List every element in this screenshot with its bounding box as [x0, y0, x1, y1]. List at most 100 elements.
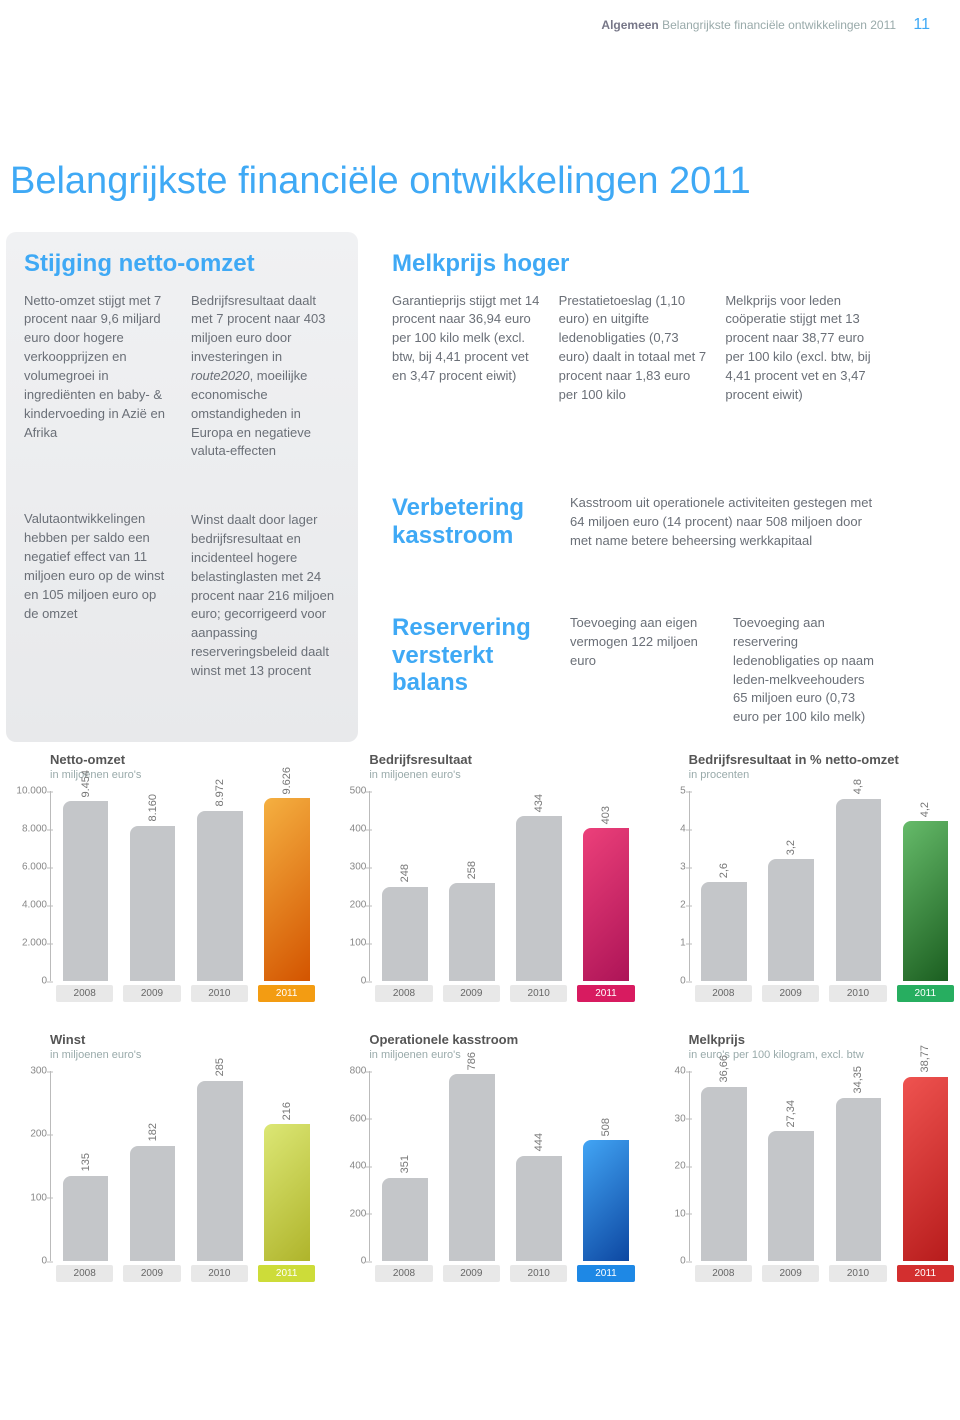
bar-value: 182 — [147, 1123, 159, 1141]
ytick: 4.000 — [7, 900, 47, 911]
bar-rect — [903, 1077, 949, 1261]
ytick: 0 — [646, 1256, 686, 1267]
chart-melk: Melkprijsin euro's per 100 kilogram, exc… — [645, 1032, 954, 1282]
ytick: 1 — [646, 938, 686, 949]
ytick: 0 — [326, 976, 366, 987]
ytick: 0 — [7, 1256, 47, 1267]
ytick: 200 — [326, 1208, 366, 1219]
bar-rect — [768, 1131, 814, 1261]
ytick: 0 — [7, 976, 47, 987]
bar-rect — [836, 799, 882, 981]
xlabel: 2011 — [897, 1265, 954, 1282]
chart-subtitle: in miljoenen euro's — [369, 769, 634, 781]
ytick: 40 — [646, 1066, 686, 1077]
kasstroom-body: Kasstroom uit operationele activiteiten … — [570, 494, 878, 563]
ytick: 10.000 — [7, 786, 47, 797]
page-number: 11 — [913, 16, 930, 33]
bar: 258 — [443, 861, 500, 981]
panel-reservering-heading: Reservering versterkt balans — [392, 614, 552, 713]
bar: 135 — [57, 1153, 114, 1261]
ytick: 6.000 — [7, 862, 47, 873]
stijging-c2b: Winst daalt door lager bedrijfsresultaat… — [191, 511, 340, 681]
ytick: 200 — [7, 1129, 47, 1140]
panel-kasstroom-heading: Verbetering kasstroom — [392, 494, 552, 549]
reservering-c2: Toevoeging aan reservering ledenobligati… — [733, 614, 878, 727]
ytick: 400 — [326, 824, 366, 835]
ytick: 2 — [646, 900, 686, 911]
ytick: 400 — [326, 1161, 366, 1172]
chart-subtitle: in miljoenen euro's — [369, 1049, 634, 1061]
bar: 351 — [376, 1155, 433, 1261]
bar-value: 2,6 — [718, 863, 730, 878]
bar-rect — [701, 882, 747, 981]
stijging-c2a: Bedrijfsresultaat daalt met 7 procent na… — [191, 292, 340, 462]
bar-value: 4,8 — [852, 779, 864, 794]
xlabel: 2009 — [762, 1265, 819, 1282]
bar: 434 — [510, 794, 567, 981]
bar-rect — [516, 1156, 562, 1261]
bar-rect — [516, 816, 562, 981]
bar-value: 135 — [80, 1153, 92, 1171]
chart-title: Winst — [50, 1032, 315, 1047]
bar: 4,8 — [830, 779, 887, 981]
bar-value: 216 — [281, 1102, 293, 1120]
ytick: 600 — [326, 1113, 366, 1124]
bar: 2,6 — [696, 863, 753, 981]
bar: 285 — [191, 1058, 248, 1261]
melkprijs-c1: Garantieprijs stijgt met 14 procent naar… — [392, 292, 545, 405]
xlabel: 2008 — [375, 985, 432, 1002]
ytick: 0 — [646, 976, 686, 987]
xaxis: 2008200920102011 — [369, 985, 634, 1002]
ytick: 2.000 — [7, 938, 47, 949]
chart-bedrijf: Bedrijfsresultaatin miljoenen euro's0100… — [325, 752, 634, 1002]
bar-value: 248 — [399, 864, 411, 882]
xlabel: 2009 — [443, 1265, 500, 1282]
bar-value: 258 — [466, 861, 478, 879]
xaxis: 2008200920102011 — [50, 985, 315, 1002]
bar: 38,77 — [897, 1045, 954, 1261]
melkprijs-c3: Melkprijs voor leden coöperatie stijgt m… — [725, 292, 878, 405]
page-title: Belangrijkste financiële ontwikkelingen … — [10, 160, 751, 203]
bar-value: 34,35 — [852, 1066, 864, 1094]
chart-title: Bedrijfsresultaat in % netto-omzet — [689, 752, 954, 767]
panel-stijging-heading: Stijging netto-omzet — [24, 250, 340, 278]
xlabel: 2010 — [510, 985, 567, 1002]
bar: 8.972 — [191, 779, 248, 981]
xaxis: 2008200920102011 — [689, 985, 954, 1002]
ytick: 30 — [646, 1113, 686, 1124]
ytick: 20 — [646, 1161, 686, 1172]
header-section: Algemeen — [601, 18, 658, 32]
xlabel: 2011 — [258, 1265, 315, 1282]
bar-rect — [264, 1124, 310, 1261]
ytick: 10 — [646, 1208, 686, 1219]
bar: 216 — [258, 1102, 315, 1261]
bar: 9.454 — [57, 770, 114, 981]
chart-winst: Winstin miljoenen euro's0100200300135182… — [6, 1032, 315, 1282]
bar: 248 — [376, 864, 433, 981]
chart-netto: Netto-omzetin miljoenen euro's02.0004.00… — [6, 752, 315, 1002]
xaxis: 2008200920102011 — [50, 1265, 315, 1282]
bar: 27,34 — [763, 1100, 820, 1261]
xlabel: 2008 — [56, 985, 113, 1002]
bar: 403 — [578, 806, 635, 981]
bar-rect — [382, 887, 428, 981]
charts-grid: Netto-omzet in miljoenen euro's 0 2.000 4.00… — [0, 752, 960, 1312]
xlabel: 2010 — [191, 985, 248, 1002]
chart-plot: 01020304036,6627,3434,3538,77 — [689, 1071, 954, 1261]
chart-plot: 0100200300400500248258434403 — [369, 791, 634, 981]
ytick: 300 — [7, 1066, 47, 1077]
stijging-c1b: Valutaontwikkelingen hebben per saldo ee… — [24, 510, 173, 623]
xlabel: 2009 — [123, 985, 180, 1002]
bar-value: 351 — [399, 1155, 411, 1173]
ytick: 100 — [7, 1192, 47, 1203]
xlabel: 2009 — [123, 1265, 180, 1282]
bar: 786 — [443, 1052, 500, 1261]
ytick: 300 — [326, 862, 366, 873]
bar-value: 4,2 — [919, 802, 931, 817]
chart-title: Netto-omzet — [50, 752, 315, 767]
xlabel: 2010 — [829, 985, 886, 1002]
bar-rect — [63, 801, 109, 981]
bar: 182 — [124, 1123, 181, 1261]
chart-title: Bedrijfsresultaat — [369, 752, 634, 767]
bar-rect — [63, 1176, 109, 1262]
